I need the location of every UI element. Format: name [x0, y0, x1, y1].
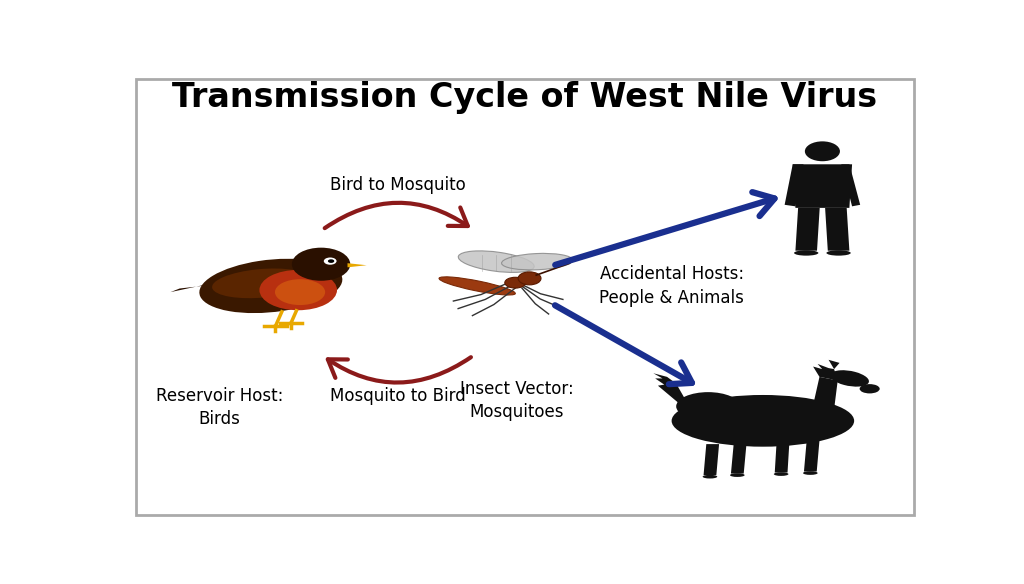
Ellipse shape [702, 475, 717, 478]
Text: Reservoir Host:
Birds: Reservoir Host: Birds [156, 387, 283, 428]
Text: Accidental Hosts:
People & Animals: Accidental Hosts: People & Animals [599, 265, 744, 307]
Text: Mosquito to Bird: Mosquito to Bird [330, 387, 466, 405]
Circle shape [324, 258, 337, 265]
Circle shape [518, 272, 541, 285]
Circle shape [805, 141, 840, 161]
Circle shape [292, 248, 350, 281]
Polygon shape [703, 444, 719, 475]
Ellipse shape [275, 279, 326, 305]
Text: Transmission Cycle of West Nile Virus: Transmission Cycle of West Nile Virus [172, 81, 878, 113]
Ellipse shape [774, 472, 788, 476]
Ellipse shape [830, 370, 869, 387]
Ellipse shape [676, 392, 740, 420]
Ellipse shape [803, 471, 817, 475]
Polygon shape [813, 377, 838, 409]
Polygon shape [813, 364, 838, 381]
Ellipse shape [212, 269, 311, 298]
Polygon shape [828, 360, 840, 369]
Ellipse shape [505, 277, 525, 288]
Ellipse shape [259, 270, 337, 310]
Text: Insect Vector:
Mosquitoes: Insect Vector: Mosquitoes [460, 380, 573, 422]
FancyArrowPatch shape [555, 192, 774, 265]
Circle shape [328, 259, 334, 263]
Ellipse shape [859, 384, 880, 394]
FancyArrowPatch shape [328, 357, 471, 383]
Polygon shape [842, 164, 860, 206]
Ellipse shape [794, 251, 818, 256]
Polygon shape [825, 208, 849, 251]
Polygon shape [804, 440, 819, 471]
Polygon shape [347, 263, 367, 267]
FancyArrowPatch shape [325, 203, 468, 228]
Polygon shape [653, 373, 688, 406]
Text: Bird to Mosquito: Bird to Mosquito [330, 176, 466, 194]
Ellipse shape [826, 251, 851, 256]
Ellipse shape [200, 259, 342, 313]
Polygon shape [775, 443, 790, 472]
Polygon shape [170, 283, 212, 292]
Polygon shape [793, 164, 852, 208]
Polygon shape [784, 164, 804, 206]
Ellipse shape [502, 253, 572, 270]
Polygon shape [796, 208, 819, 251]
Ellipse shape [672, 395, 854, 447]
FancyArrowPatch shape [555, 305, 692, 384]
Ellipse shape [459, 251, 535, 272]
Ellipse shape [439, 277, 515, 295]
Polygon shape [731, 444, 746, 474]
Ellipse shape [730, 473, 744, 477]
